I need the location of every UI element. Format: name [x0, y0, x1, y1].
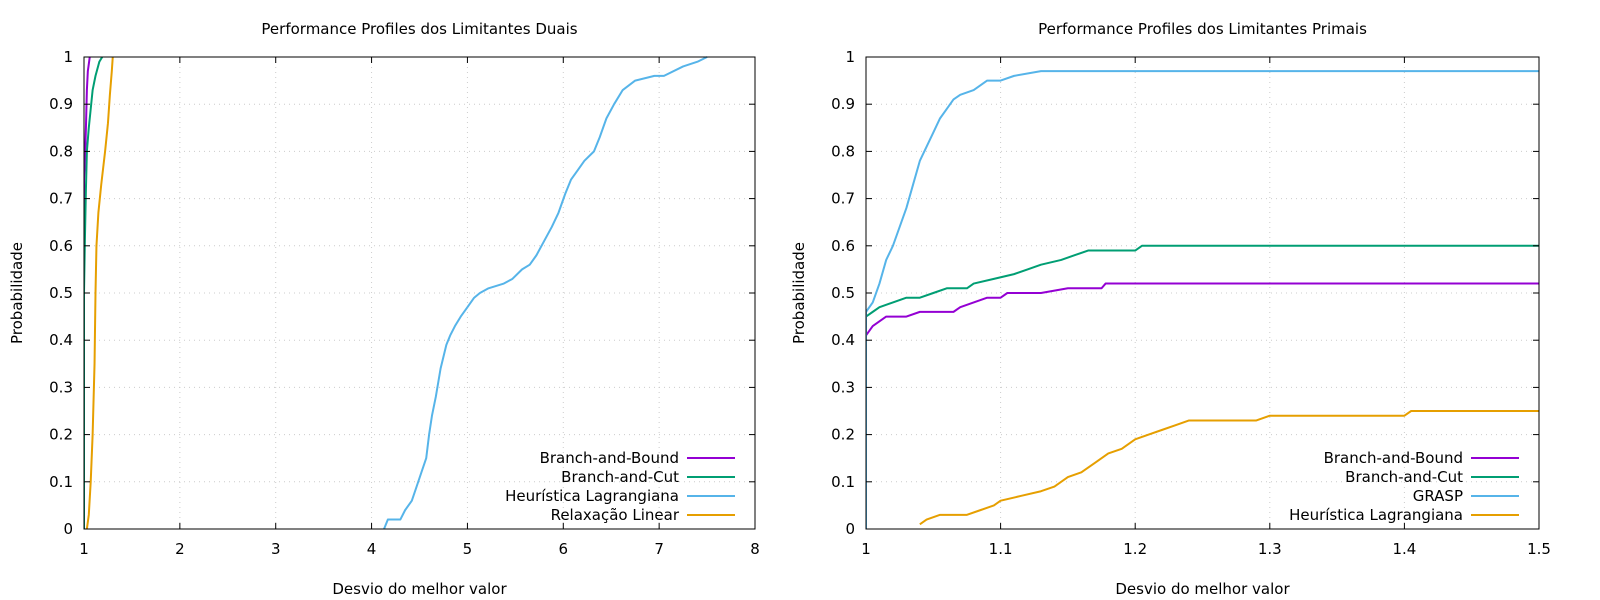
series-line-heuristica-lagrangiana: [383, 56, 708, 530]
legend-label-branch-and-bound: Branch-and-Bound: [540, 449, 679, 467]
series-line-grasp: [866, 70, 1539, 529]
y-tick-label: 0.8: [49, 142, 73, 160]
y-tick-label: 0: [63, 520, 73, 538]
legend-label-branch-and-cut: Branch-and-Cut: [1345, 468, 1463, 486]
y-tick-label: 0.2: [49, 426, 73, 444]
legend-label-branch-and-cut: Branch-and-Cut: [561, 468, 679, 486]
x-axis-label: Desvio do melhor valor: [332, 580, 507, 598]
y-tick-label: 0: [845, 520, 855, 538]
legend-label-grasp: GRASP: [1413, 487, 1463, 505]
y-tick-label: 0.8: [831, 142, 855, 160]
y-tick-label: 0.1: [831, 473, 855, 491]
legend-label-heuristica-lagrangiana: Heurística Lagrangiana: [505, 487, 679, 505]
x-axis-label: Desvio do melhor valor: [1115, 580, 1290, 598]
series-group: [866, 70, 1539, 529]
chart-panel-2: 1 1.1 1.2 1.3 1.4 1.5 0 0.1 0.2 0.3 0.4 0.5 0.6 0.7 0.…: [790, 20, 1551, 598]
y-tick-label: 0.2: [831, 426, 855, 444]
chart-title: Performance Profiles dos Limitantes Duai…: [261, 20, 577, 38]
x-tick-label: 1: [861, 540, 871, 558]
x-tick-label: 1: [79, 540, 89, 558]
series-line-branch-and-cut: [866, 244, 1539, 529]
y-tick-label: 0.5: [831, 284, 855, 302]
grid: [84, 57, 755, 529]
chart-title: Performance Profiles dos Limitantes Prim…: [1038, 20, 1367, 38]
y-tick-label: 0.3: [49, 378, 73, 396]
x-tick-label: 6: [559, 540, 569, 558]
x-tick-label: 7: [654, 540, 664, 558]
y-tick-label: 0.5: [49, 284, 73, 302]
x-tick-label: 1.5: [1527, 540, 1551, 558]
y-tick-label: 1: [63, 48, 73, 66]
x-tick-label: 1.1: [989, 540, 1013, 558]
x-tick-label: 2: [175, 540, 185, 558]
y-tick-label: 0.6: [831, 237, 855, 255]
series-line-branch-and-cut: [84, 56, 104, 529]
y-tick-label: 0.9: [831, 95, 855, 113]
chart-panel-1: 1 2 3 4 5 6 7 8 0 0.1 0.2 0.3 0.4 0.5 0.6 0.7 0.8 0.9 1 Per…: [8, 20, 760, 598]
y-tick-label: 0.4: [831, 331, 855, 349]
x-tick-label: 1.3: [1258, 540, 1282, 558]
series-line-branch-and-bound: [866, 282, 1539, 529]
y-axis-label: Probabilidade: [8, 242, 26, 344]
x-tick-label: 1.4: [1392, 540, 1416, 558]
x-tick-label: 1.2: [1123, 540, 1147, 558]
y-tick-label: 0.6: [49, 237, 73, 255]
grid: [866, 57, 1539, 529]
legend: Branch-and-BoundBranch-and-CutHeurística…: [505, 449, 735, 524]
y-tick-label: 0.1: [49, 473, 73, 491]
x-tick-label: 8: [750, 540, 760, 558]
legend: Branch-and-BoundBranch-and-CutGRASPHeurí…: [1289, 449, 1519, 524]
y-tick-label: 0.4: [49, 331, 73, 349]
x-tick-label: 4: [367, 540, 377, 558]
series-line-relaxacao-linear: [85, 56, 114, 530]
y-tick-label: 0.3: [831, 378, 855, 396]
legend-label-branch-and-bound: Branch-and-Bound: [1324, 449, 1463, 467]
y-tick-label: 0.7: [49, 190, 73, 208]
y-tick-label: 1: [845, 48, 855, 66]
x-tick-label: 3: [271, 540, 281, 558]
y-axis-label: Probabilidade: [790, 242, 808, 344]
series-group: [84, 56, 708, 530]
y-tick-label: 0.9: [49, 95, 73, 113]
series-line-branch-and-bound: [84, 56, 91, 529]
series-line-heuristica-lagrangiana: [919, 410, 1539, 526]
y-tick-label: 0.7: [831, 190, 855, 208]
legend-label-relaxacao-linear: Relaxação Linear: [551, 506, 680, 524]
x-tick-label: 5: [463, 540, 473, 558]
legend-label-heuristica-lagrangiana: Heurística Lagrangiana: [1289, 506, 1463, 524]
